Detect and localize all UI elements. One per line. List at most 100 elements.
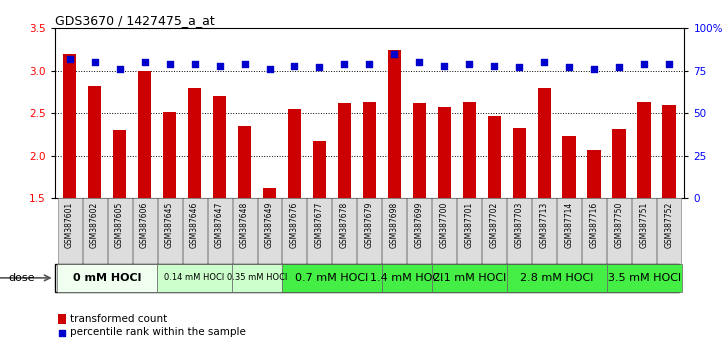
FancyBboxPatch shape [507, 198, 531, 264]
Text: 1.4 mM HOCl: 1.4 mM HOCl [371, 273, 443, 283]
FancyBboxPatch shape [157, 264, 232, 292]
Bar [662, 105, 676, 198]
Text: GDS3670 / 1427475_a_at: GDS3670 / 1427475_a_at [55, 14, 214, 27]
Text: GSM387649: GSM387649 [265, 201, 274, 248]
Text: GSM387703: GSM387703 [515, 201, 524, 248]
Text: 2.1 mM HOCl: 2.1 mM HOCl [432, 273, 506, 283]
Point [389, 51, 400, 57]
Text: transformed count: transformed count [70, 314, 167, 324]
Point [289, 63, 301, 69]
FancyBboxPatch shape [157, 198, 181, 264]
FancyBboxPatch shape [432, 264, 507, 292]
Point [314, 64, 325, 70]
Text: GSM387699: GSM387699 [415, 201, 424, 248]
Bar [338, 103, 352, 198]
Bar [87, 86, 101, 198]
FancyBboxPatch shape [58, 198, 82, 264]
FancyBboxPatch shape [183, 198, 207, 264]
Bar [138, 71, 151, 198]
Text: GSM387698: GSM387698 [390, 201, 399, 248]
Bar [63, 54, 76, 198]
Bar [113, 130, 127, 198]
Point [614, 64, 625, 70]
Text: GSM387646: GSM387646 [190, 201, 199, 248]
Point [488, 63, 500, 69]
FancyBboxPatch shape [532, 198, 556, 264]
Bar [237, 126, 251, 198]
Text: 3.5 mM HOCl: 3.5 mM HOCl [608, 273, 681, 283]
FancyBboxPatch shape [232, 198, 256, 264]
Point [64, 56, 76, 62]
Point [89, 59, 100, 65]
Text: GSM387750: GSM387750 [615, 201, 624, 248]
Point [363, 61, 376, 67]
Point [189, 61, 200, 67]
Text: percentile rank within the sample: percentile rank within the sample [70, 327, 246, 337]
Point [114, 66, 125, 72]
Text: GSM387702: GSM387702 [490, 201, 499, 248]
Text: 0.7 mM HOCl: 0.7 mM HOCl [296, 273, 368, 283]
Text: GSM387713: GSM387713 [540, 201, 549, 248]
Text: GSM387645: GSM387645 [165, 201, 174, 248]
FancyBboxPatch shape [582, 198, 606, 264]
FancyBboxPatch shape [607, 198, 631, 264]
Text: GSM387714: GSM387714 [565, 201, 574, 248]
Bar [612, 129, 626, 198]
FancyBboxPatch shape [108, 198, 132, 264]
Point [438, 63, 450, 69]
FancyBboxPatch shape [333, 198, 357, 264]
Point [513, 64, 525, 70]
Bar [638, 102, 652, 198]
Bar [513, 128, 526, 198]
Point [96, 290, 108, 295]
Point [563, 64, 575, 70]
Text: GSM387677: GSM387677 [315, 201, 324, 248]
FancyBboxPatch shape [382, 198, 406, 264]
FancyBboxPatch shape [408, 198, 432, 264]
Text: GSM387605: GSM387605 [115, 201, 124, 248]
Point [663, 61, 675, 67]
FancyBboxPatch shape [357, 198, 381, 264]
Text: GSM387700: GSM387700 [440, 201, 449, 248]
Bar [563, 136, 577, 198]
FancyBboxPatch shape [657, 198, 681, 264]
FancyBboxPatch shape [633, 198, 657, 264]
FancyBboxPatch shape [483, 198, 507, 264]
Text: GSM387679: GSM387679 [365, 201, 374, 248]
Text: 0.14 mM HOCl: 0.14 mM HOCl [165, 273, 225, 282]
Bar [438, 107, 451, 198]
FancyBboxPatch shape [307, 198, 331, 264]
Point [638, 61, 650, 67]
Bar [363, 102, 376, 198]
Point [414, 59, 425, 65]
Text: GSM387647: GSM387647 [215, 201, 224, 248]
FancyBboxPatch shape [382, 264, 432, 292]
FancyBboxPatch shape [282, 264, 382, 292]
Bar [312, 141, 326, 198]
FancyBboxPatch shape [558, 198, 582, 264]
Bar [162, 112, 176, 198]
Text: GSM387676: GSM387676 [290, 201, 299, 248]
Text: GSM387716: GSM387716 [590, 201, 599, 248]
Point [464, 61, 475, 67]
Bar [587, 150, 601, 198]
FancyBboxPatch shape [507, 264, 607, 292]
FancyBboxPatch shape [607, 264, 682, 292]
Point [339, 61, 350, 67]
Bar [537, 88, 551, 198]
Text: 0.35 mM HOCl: 0.35 mM HOCl [227, 273, 288, 282]
FancyBboxPatch shape [282, 198, 306, 264]
Bar [263, 188, 277, 198]
Bar [188, 88, 202, 198]
Bar [288, 109, 301, 198]
Bar [213, 96, 226, 198]
FancyBboxPatch shape [82, 198, 106, 264]
Point [588, 66, 600, 72]
Bar [387, 50, 401, 198]
Text: 0 mM HOCl: 0 mM HOCl [73, 273, 141, 283]
Text: GSM387606: GSM387606 [140, 201, 149, 248]
Text: GSM387751: GSM387751 [640, 201, 649, 248]
Text: GSM387752: GSM387752 [665, 201, 674, 248]
Text: GSM387601: GSM387601 [65, 201, 74, 248]
Point [139, 59, 151, 65]
